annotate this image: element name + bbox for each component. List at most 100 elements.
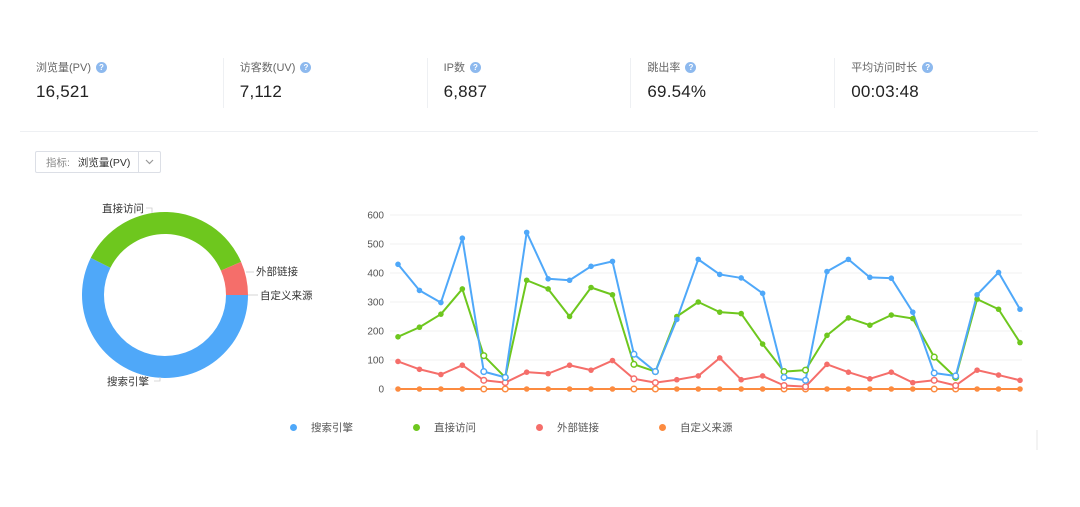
data-point[interactable] (909, 379, 916, 386)
legend-item-search[interactable]: 搜索引擎 (280, 420, 403, 435)
data-point[interactable] (674, 386, 680, 392)
data-point[interactable] (545, 286, 551, 292)
data-point[interactable] (716, 386, 723, 392)
data-point[interactable] (651, 368, 659, 376)
data-point[interactable] (630, 375, 638, 383)
data-point[interactable] (588, 284, 594, 291)
data-point[interactable] (930, 369, 938, 377)
data-point[interactable] (995, 269, 1002, 276)
data-point[interactable] (845, 256, 852, 263)
data-point[interactable] (801, 376, 810, 384)
data-point[interactable] (888, 275, 895, 282)
data-point[interactable] (459, 362, 466, 369)
data-point[interactable] (459, 235, 466, 241)
data-point[interactable] (995, 386, 1002, 392)
data-point[interactable] (909, 315, 916, 322)
question-circle-icon[interactable]: ? (922, 61, 934, 73)
data-point[interactable] (545, 370, 551, 377)
data-point[interactable] (609, 258, 616, 265)
data-point[interactable] (566, 362, 573, 369)
data-point[interactable] (738, 386, 744, 392)
data-point[interactable] (438, 311, 444, 317)
data-point[interactable] (523, 229, 530, 236)
data-point[interactable] (545, 276, 551, 282)
data-point[interactable] (780, 368, 788, 376)
data-point[interactable] (1017, 306, 1023, 313)
donut-slice[interactable] (220, 261, 248, 295)
data-point[interactable] (974, 386, 980, 392)
data-point[interactable] (867, 322, 873, 328)
data-point[interactable] (609, 386, 616, 392)
data-point[interactable] (480, 376, 488, 384)
question-circle-icon[interactable]: ? (300, 61, 312, 73)
data-point[interactable] (523, 369, 530, 375)
data-point[interactable] (480, 385, 488, 393)
scrollbar[interactable] (1036, 430, 1038, 450)
data-point[interactable] (395, 386, 401, 392)
data-point[interactable] (930, 376, 938, 384)
metric-selector[interactable]: 指标: 浏览量(PV) (35, 151, 162, 173)
data-point[interactable] (888, 312, 895, 318)
data-point[interactable] (395, 334, 401, 340)
data-point[interactable] (801, 366, 810, 374)
data-point[interactable] (824, 386, 830, 392)
data-point[interactable] (523, 386, 530, 392)
data-point[interactable] (974, 367, 980, 373)
legend-item-custom[interactable]: 自定义来源 (649, 420, 772, 435)
data-point[interactable] (695, 386, 702, 392)
data-point[interactable] (566, 386, 573, 392)
data-point[interactable] (695, 299, 702, 305)
data-point[interactable] (1017, 339, 1023, 346)
data-point[interactable] (759, 386, 766, 392)
data-point[interactable] (674, 316, 680, 323)
data-point[interactable] (909, 386, 916, 392)
data-point[interactable] (759, 373, 766, 379)
data-point[interactable] (759, 341, 766, 347)
data-point[interactable] (738, 310, 744, 317)
data-point[interactable] (845, 386, 852, 392)
chevron-down-icon[interactable] (138, 152, 160, 172)
data-point[interactable] (523, 277, 530, 284)
legend-item-external[interactable]: 外部链接 (526, 420, 649, 435)
data-point[interactable] (630, 385, 638, 393)
question-circle-icon[interactable]: ? (685, 61, 697, 73)
data-point[interactable] (501, 385, 509, 393)
data-point[interactable] (952, 372, 960, 380)
data-point[interactable] (867, 386, 873, 392)
data-point[interactable] (909, 309, 916, 315)
data-point[interactable] (674, 376, 680, 383)
data-point[interactable] (716, 271, 723, 278)
data-point[interactable] (930, 353, 938, 361)
data-point[interactable] (759, 290, 766, 297)
data-point[interactable] (995, 372, 1002, 378)
data-point[interactable] (566, 313, 573, 320)
data-point[interactable] (974, 296, 980, 302)
data-point[interactable] (952, 381, 960, 390)
data-point[interactable] (630, 360, 638, 368)
data-point[interactable] (738, 376, 744, 383)
data-point[interactable] (416, 287, 423, 294)
donut-slice[interactable] (90, 212, 242, 271)
data-point[interactable] (545, 386, 551, 392)
data-point[interactable] (416, 366, 423, 373)
data-point[interactable] (995, 306, 1002, 313)
data-point[interactable] (738, 275, 744, 281)
series-line[interactable] (397, 231, 1021, 382)
data-point[interactable] (974, 291, 980, 298)
legend-item-direct[interactable]: 直接访问 (403, 420, 526, 435)
data-point[interactable] (588, 367, 594, 373)
data-point[interactable] (609, 357, 616, 364)
data-point[interactable] (566, 277, 573, 284)
data-point[interactable] (888, 369, 895, 375)
donut-slice[interactable] (81, 257, 248, 379)
data-point[interactable] (480, 352, 488, 360)
data-point[interactable] (1017, 377, 1023, 384)
data-point[interactable] (588, 263, 594, 270)
data-point[interactable] (395, 358, 401, 365)
data-point[interactable] (824, 332, 830, 339)
data-point[interactable] (588, 386, 594, 392)
data-point[interactable] (651, 379, 659, 387)
data-point[interactable] (438, 371, 444, 378)
data-point[interactable] (459, 286, 466, 292)
data-point[interactable] (801, 383, 810, 391)
